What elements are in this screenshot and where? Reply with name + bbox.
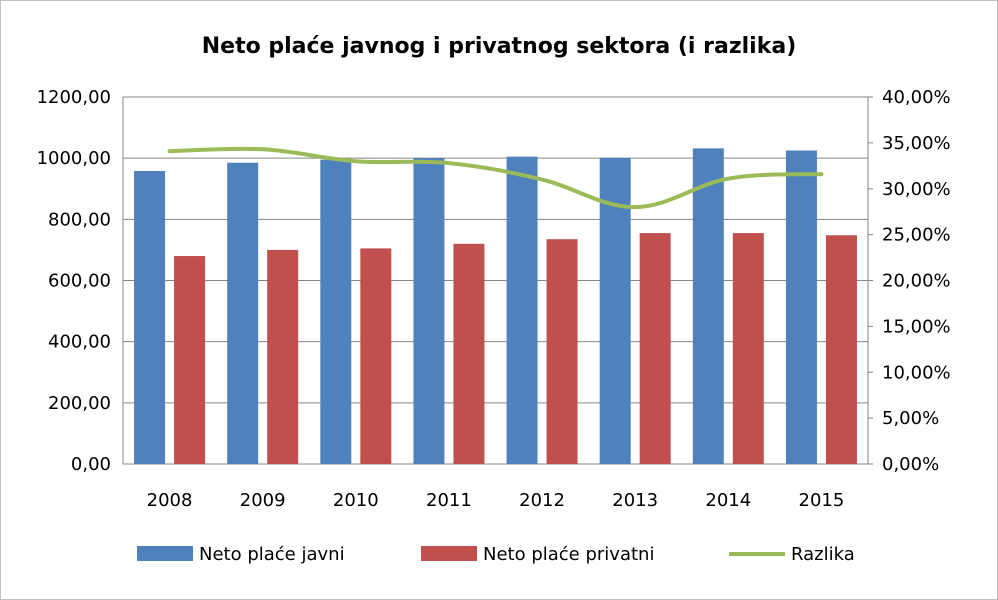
legend-swatch-neto-plae-privatni [421,546,477,561]
y-right-tick-label: 0,00% [882,454,939,475]
bar-neto-plae-privatni-2014 [732,233,764,464]
legend-swatch-neto-plae-javni [137,546,193,561]
x-tick-label: 2009 [240,490,286,511]
bar-neto-plae-privatni-2008 [174,256,206,464]
legend-label-razlika: Razlika [791,544,855,565]
line-series [167,146,824,210]
y-right-tick-label: 40,00% [882,87,951,108]
bar-neto-plae-privatni-2009 [267,249,299,464]
bars [134,148,857,465]
y-left-tick-label: 600,00 [48,271,111,292]
chart-title: Neto plaće javnog i privatnog sektora (i… [202,34,797,59]
legend-label-neto-plae-javni: Neto plaće javni [199,544,345,565]
legend: Neto plaće javni Neto plaće privatni Razli… [137,544,855,565]
bar-neto-plae-javni-2009 [227,162,259,465]
bar-neto-plae-privatni-2015 [825,235,857,464]
x-tick-label: 2014 [705,490,751,511]
y-left-tick-label: 800,00 [48,209,111,230]
y-left-tick-label: 0,00 [71,454,111,475]
y-left-tick-label: 1200,00 [37,87,111,108]
bar-neto-plae-javni-2012 [506,156,538,464]
bar-neto-plae-privatni-2010 [360,248,392,464]
y-right-tick-label: 15,00% [882,316,951,337]
bar-neto-plae-javni-2015 [785,150,817,465]
y-right-tick-label: 30,00% [882,179,951,200]
x-tick-label: 2010 [333,490,379,511]
line-razlika [167,146,824,210]
x-tick-label: 2012 [519,490,565,511]
bar-neto-plae-javni-2008 [134,171,166,465]
y-right-tick-label: 20,00% [882,271,951,292]
x-tick-label: 2011 [426,490,472,511]
y-right-tick-label: 25,00% [882,225,951,246]
y-right-tick-label: 5,00% [882,408,939,429]
bar-neto-plae-privatni-2013 [639,233,671,464]
bar-neto-plae-javni-2010 [320,159,352,464]
y-left-tick-label: 400,00 [48,332,111,353]
y-left-tick-label: 1000,00 [37,148,111,169]
y-left-tick-label: 200,00 [48,393,111,414]
bar-neto-plae-javni-2011 [413,158,445,464]
bar-neto-plae-javni-2013 [599,157,631,464]
x-tick-label: 2013 [612,490,658,511]
x-tick-label: 2008 [147,490,193,511]
legend-label-neto-plae-privatni: Neto plaće privatni [483,544,654,565]
y-right-tick-label: 35,00% [882,133,951,154]
bar-neto-plae-privatni-2011 [453,243,485,464]
bar-neto-plae-javni-2014 [692,148,724,464]
axes: 0,00 200,00 400,00 600,00 800,00 1000,00 1200,… [37,87,951,511]
x-tick-label: 2015 [799,490,845,511]
y-right-tick-label: 10,00% [882,362,951,383]
bar-neto-plae-privatni-2012 [546,239,578,464]
